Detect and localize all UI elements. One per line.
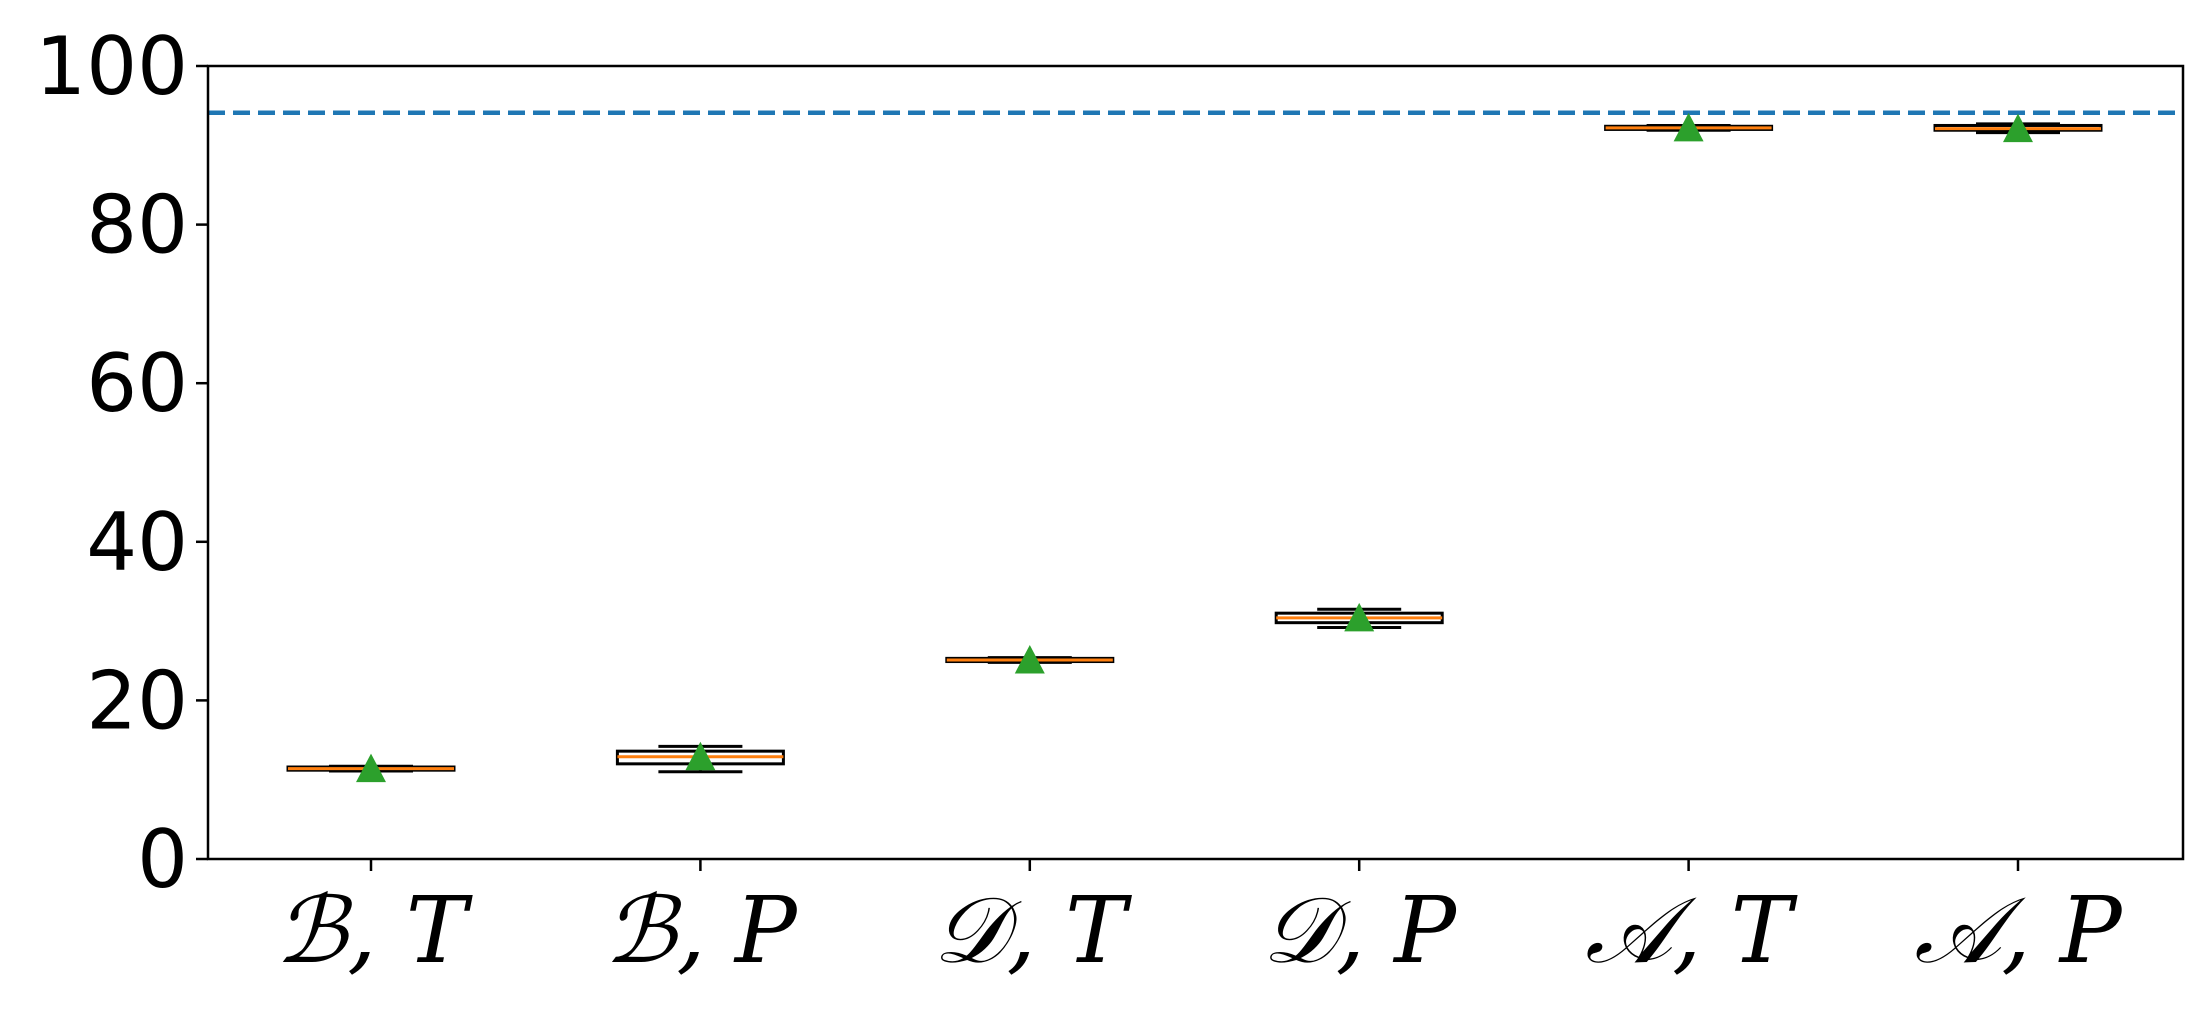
axes: 0 20 40 60 80 100 ℬ, T ℬ, P 𝒟, T 𝒟, P 𝒜, T 𝒜, P [35,20,2185,984]
x-tick-label: 𝒜, P [1914,877,2124,984]
mean-marker [1014,644,1045,674]
mean-marker [685,741,716,771]
x-tick-label: 𝒟, P [1262,877,1458,984]
y-tick-label: 80 [86,179,188,272]
box-group-3 [945,644,1115,674]
x-tick-label: 𝒟, T [933,877,1132,984]
y-tick-label: 60 [86,337,188,430]
mean-marker [1673,112,1704,142]
box-group-2 [615,741,785,774]
plot-area [208,110,2183,783]
box-group-5 [1604,112,1774,142]
box-group-4 [1274,602,1444,632]
mean-marker [356,753,386,783]
y-tick-label: 100 [35,20,188,113]
mean-marker [2003,113,2033,143]
x-tick-label: ℬ, T [275,877,473,984]
x-tick-label: 𝒜, T [1585,877,1798,984]
axes-frame [206,64,2185,861]
box-group-1 [286,753,456,783]
y-tick-label: 0 [137,813,188,906]
x-tick-label: ℬ, P [604,877,799,984]
y-tick-label: 40 [86,496,188,589]
y-tick-label: 20 [86,654,188,747]
box-group-6 [1933,113,2103,143]
mean-marker [1344,602,1375,632]
